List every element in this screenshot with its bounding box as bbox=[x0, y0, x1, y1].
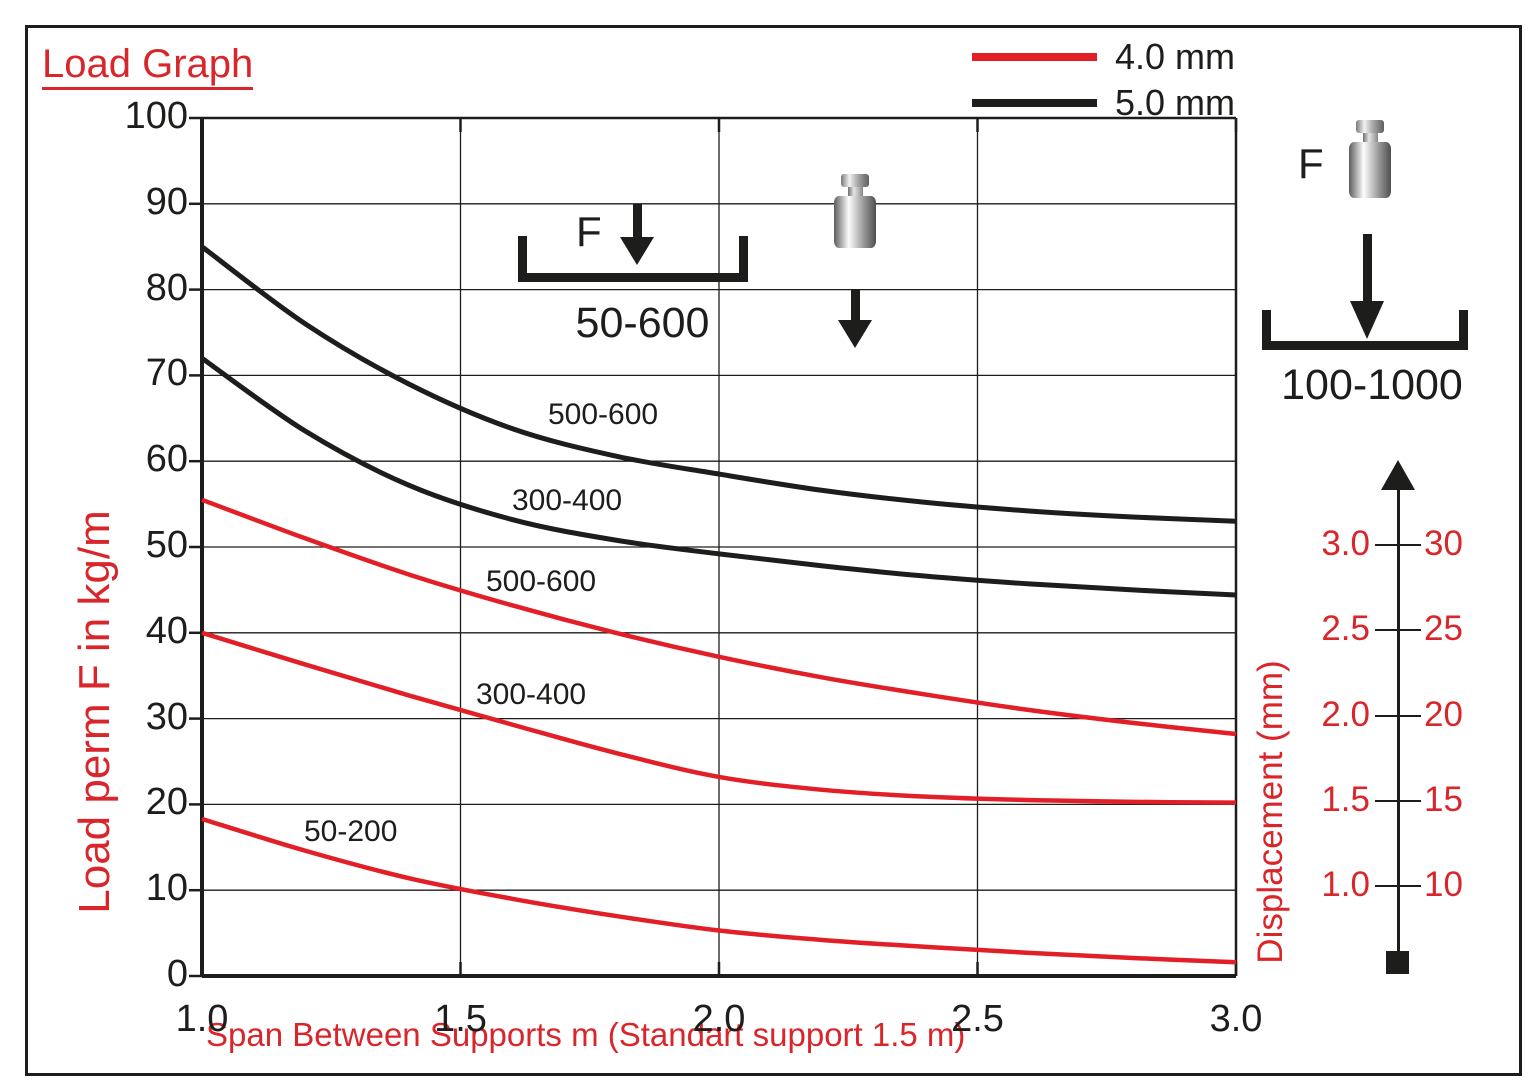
y-tick-label-70: 70 bbox=[145, 352, 188, 395]
displacement-scale-line bbox=[1397, 489, 1400, 953]
x-axis-label: Span Between Supports m (Standart suppor… bbox=[206, 1016, 966, 1053]
y-tick-label-20: 20 bbox=[145, 781, 188, 824]
displacement-right-tick-label-10: 10 bbox=[1424, 865, 1463, 904]
y-tick-label-30: 30 bbox=[145, 695, 188, 738]
right-range-label: 100-1000 bbox=[1281, 361, 1463, 409]
x-tick-label-2.0: 2.0 bbox=[692, 998, 746, 1040]
displacement-right-tick-label-20: 20 bbox=[1424, 695, 1463, 734]
y-tick-label-50: 50 bbox=[145, 524, 188, 566]
displacement-tick bbox=[1375, 544, 1421, 546]
displacement-right-tick-label-25: 25 bbox=[1424, 609, 1463, 648]
curve-label-5mm-500-600: 500-600 bbox=[548, 398, 659, 431]
y-tick-label-60: 60 bbox=[145, 438, 188, 481]
curve-label-4mm-500-600: 500-600 bbox=[486, 565, 597, 598]
y-tick-label-10: 10 bbox=[145, 867, 188, 910]
legend-item: 5.0 mm bbox=[972, 80, 1235, 126]
displacement-tick bbox=[1375, 629, 1421, 631]
curve-500-600-40mm bbox=[201, 497, 1237, 737]
weight-icon bbox=[833, 174, 877, 248]
displacement-right-tick-label-30: 30 bbox=[1424, 524, 1463, 563]
right-force-label: F bbox=[1298, 140, 1324, 187]
y-tick-label-80: 80 bbox=[145, 266, 188, 309]
displacement-tick bbox=[1375, 885, 1421, 887]
x-tick-label-1.5: 1.5 bbox=[434, 998, 487, 1040]
displacement-tick bbox=[1375, 800, 1421, 802]
page-title: Load Graph bbox=[42, 42, 254, 90]
force-label: F bbox=[576, 208, 602, 255]
displacement-left-tick-label-2.0: 2.0 bbox=[1321, 695, 1370, 734]
legend-item: 4.0 mm bbox=[972, 34, 1235, 80]
displacement-right-tick-label-15: 15 bbox=[1424, 780, 1463, 819]
weight-arrow-icon bbox=[838, 290, 872, 348]
y-tick-label-100: 100 bbox=[124, 95, 188, 137]
curve-label-4mm-300-400: 300-400 bbox=[476, 678, 587, 711]
displacement-left-tick-label-3.0: 3.0 bbox=[1321, 524, 1370, 563]
displacement-left-tick-label-1.0: 1.0 bbox=[1321, 865, 1370, 904]
x-tick-label-1.0: 1.0 bbox=[175, 998, 229, 1040]
legend-line-swatch bbox=[972, 53, 1097, 61]
legend-label: 4.0 mm bbox=[1115, 36, 1236, 77]
right-force-arrow-icon bbox=[1350, 234, 1384, 339]
curve-300-400-50mm bbox=[200, 356, 1237, 598]
curve-50-200-40mm bbox=[201, 816, 1237, 965]
y-tick-label-0: 0 bbox=[166, 953, 188, 995]
curve-label-5mm-300-400: 300-400 bbox=[512, 484, 623, 517]
displacement-axis-label: Displacement (mm) bbox=[1251, 660, 1290, 964]
plot-area bbox=[189, 116, 1238, 978]
legend-line-swatch bbox=[972, 99, 1097, 107]
right-weight-icon bbox=[1348, 120, 1392, 198]
curve-500-600-50mm bbox=[200, 244, 1237, 524]
load-zone-range-label: 50-600 bbox=[575, 299, 710, 347]
force-arrow-icon bbox=[620, 204, 654, 265]
curve-300-400-40mm bbox=[201, 630, 1237, 805]
legend: 4.0 mm 5.0 mm bbox=[972, 34, 1235, 126]
displacement-up-arrow-icon bbox=[1381, 460, 1415, 490]
y-tick-label-90: 90 bbox=[145, 180, 188, 223]
right-channel-bracket-icon bbox=[1262, 310, 1468, 350]
displacement-base-square-icon bbox=[1386, 951, 1409, 974]
curve-label-4mm-50-200: 50-200 bbox=[304, 815, 398, 848]
displacement-tick bbox=[1375, 715, 1421, 717]
x-tick-label-2.5: 2.5 bbox=[951, 998, 1004, 1040]
displacement-left-tick-label-1.5: 1.5 bbox=[1321, 780, 1370, 819]
outer-border bbox=[25, 25, 1522, 1076]
displacement-left-tick-label-2.5: 2.5 bbox=[1321, 609, 1370, 648]
legend-label: 5.0 mm bbox=[1115, 82, 1236, 123]
x-tick-label-3.0: 3.0 bbox=[1209, 998, 1263, 1040]
y-tick-label-40: 40 bbox=[145, 609, 188, 652]
channel-bracket-icon bbox=[518, 236, 748, 282]
